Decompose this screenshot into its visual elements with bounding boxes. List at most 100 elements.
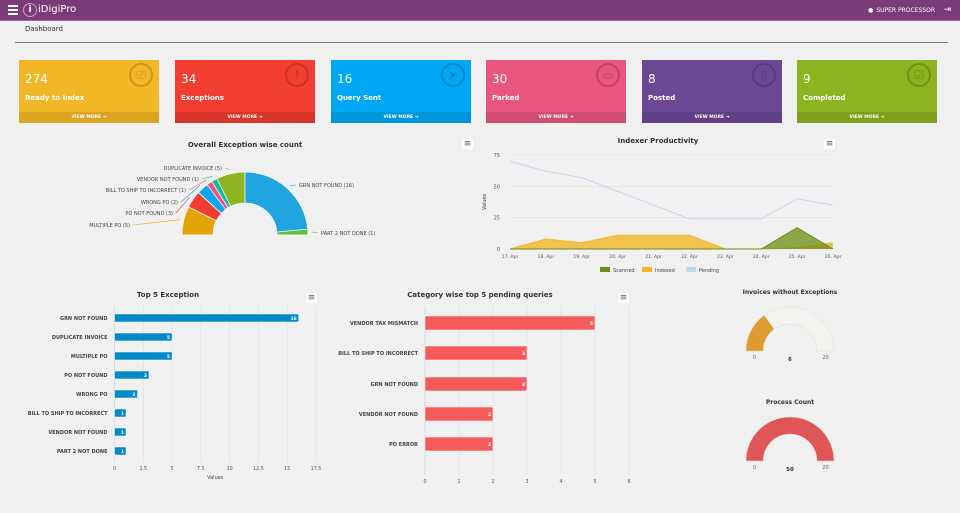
gauge-value: 6 <box>788 357 792 363</box>
x-tick-label: 7.5 <box>197 466 205 472</box>
bar <box>424 376 528 392</box>
app-name: iDigiPro <box>38 4 77 15</box>
chart-menu-button[interactable]: ≡ <box>618 293 629 303</box>
x-tick-label: 25. Apr <box>789 254 806 260</box>
bar <box>114 351 173 361</box>
stat-value: 30 <box>492 72 508 86</box>
user-menu[interactable]: ● SUPER PROCESSOR <box>868 7 935 14</box>
slice-label: GRN NOT FOUND (16) <box>299 183 354 189</box>
bar <box>114 313 299 323</box>
bar <box>114 427 127 437</box>
menu-icon[interactable] <box>8 5 18 15</box>
category-label: VENDOR NOT FOUND <box>359 412 418 418</box>
x-tick-label: 26. Apr <box>825 254 842 260</box>
x-tick-label: 3 <box>525 479 528 485</box>
category-label: GRN NOT FOUND <box>370 382 418 388</box>
data-label: 5 <box>167 335 170 341</box>
stat-card: 8 Posted ▯ VIEW MORE ➔ <box>642 60 782 123</box>
category-label: VENDOR NOT FOUND <box>48 430 107 436</box>
chart-menu-button[interactable]: ≡ <box>462 139 473 149</box>
y-tick-label: 25 <box>494 216 500 222</box>
bar <box>114 332 173 342</box>
gauge-title: Process Count <box>765 399 815 406</box>
x-tick-label: 0 <box>423 479 426 485</box>
x-tick-label: 2.5 <box>139 466 147 472</box>
check-box-icon: ☑ <box>907 63 931 87</box>
stat-value: 8 <box>648 72 656 86</box>
category-label: VENDOR TAX MISMATCH <box>350 321 418 327</box>
scanner-icon: ⎚ <box>129 63 153 87</box>
label-connector <box>132 219 180 226</box>
stat-card: 16 Query Sent ➤ VIEW MORE ➔ <box>331 60 471 123</box>
chart-menu-button[interactable]: ≡ <box>824 139 835 149</box>
arrow-circle-icon: ➔ <box>880 115 885 120</box>
label-connector <box>224 167 230 171</box>
arrow-circle-icon: ➔ <box>414 115 419 120</box>
legend-item: Pending <box>699 268 719 274</box>
invoices-gauge: 0 20 6 <box>745 306 835 363</box>
data-label: 1 <box>121 449 124 455</box>
category-label: BILL TO SHIP TO INCORRECT <box>338 351 418 357</box>
view-more-link[interactable]: VIEW MORE ➔ <box>642 112 782 123</box>
slice-label: WRONG PO (2) <box>141 200 178 206</box>
series-area-scanned <box>510 227 833 249</box>
x-tick-label: 17. Apr <box>502 254 519 260</box>
arrow-circle-icon: ➔ <box>725 115 730 120</box>
slice-label: VENDOR NOT FOUND (1) <box>137 177 199 183</box>
view-more-link[interactable]: VIEW MORE ➔ <box>486 112 626 123</box>
view-more-link[interactable]: VIEW MORE ➔ <box>19 112 159 123</box>
series-line-pending <box>509 160 834 220</box>
view-more-label: VIEW MORE <box>694 115 725 120</box>
category-label: GRN NOT FOUND <box>60 316 108 322</box>
y-axis-label: Values <box>482 193 488 210</box>
view-more-label: VIEW MORE <box>538 115 569 120</box>
exclamation-icon: ! <box>285 63 309 87</box>
legend-swatch <box>686 267 696 272</box>
bar <box>424 406 494 422</box>
inbox-icon: ▭ <box>596 63 620 87</box>
label-connector <box>188 179 208 191</box>
category-label: PART 2 NOT DONE <box>57 449 108 455</box>
x-tick-label: 20. Apr <box>609 254 626 260</box>
logo-icon: i <box>23 3 37 17</box>
gauge-fill <box>745 416 835 462</box>
pie-slice <box>276 228 309 236</box>
y-tick-label: 75 <box>494 153 500 159</box>
view-more-link[interactable]: VIEW MORE ➔ <box>175 112 315 123</box>
gauge-max-label: 20 <box>822 355 828 361</box>
bar <box>114 389 138 399</box>
legend-swatch <box>642 267 652 272</box>
view-more-link[interactable]: VIEW MORE ➔ <box>331 112 471 123</box>
data-label: 2 <box>488 412 491 418</box>
stat-card: 9 Completed ☑ VIEW MORE ➔ <box>797 60 937 123</box>
gauge-value: 50 <box>786 467 794 473</box>
slice-label: PART 2 NOT DONE (1) <box>321 231 375 237</box>
data-label: 5 <box>167 354 170 360</box>
stat-label: Query Sent <box>337 94 382 102</box>
category-label: PO ERROR <box>389 442 418 448</box>
data-label: 5 <box>590 321 593 327</box>
paper-plane-icon: ➤ <box>441 63 465 87</box>
category-label: MULTIPLE PO <box>71 354 108 360</box>
x-tick-label: 5 <box>171 466 174 472</box>
x-axis-label: Values <box>207 475 224 481</box>
bar <box>424 436 494 452</box>
x-tick-label: 22. Apr <box>681 254 698 260</box>
bar <box>114 446 127 456</box>
chart-menu-button[interactable]: ≡ <box>306 293 317 303</box>
data-label: 16 <box>290 316 296 322</box>
divider <box>15 42 948 43</box>
stat-card: 34 Exceptions! VIEW MORE ➔ <box>175 60 315 123</box>
logout-icon[interactable]: ⇥ <box>943 5 951 15</box>
category-label: DUPLICATE INVOICE <box>52 335 108 341</box>
x-tick-label: 23. Apr <box>717 254 734 260</box>
productivity-chart: 0 25 50 75 17. Apr 18. Apr 19. Apr 20. Apr 21. A… <box>482 153 842 274</box>
chart-title: Category wise top 5 pending queries <box>407 291 553 299</box>
series-area-indexed <box>510 235 833 249</box>
view-more-link[interactable]: VIEW MORE ➔ <box>797 112 937 123</box>
x-tick-label: 4 <box>559 479 562 485</box>
stat-value: 34 <box>181 72 197 86</box>
gauge-max-label: 20 <box>822 465 828 471</box>
slice-label: PO NOT FOUND (3) <box>125 211 173 217</box>
